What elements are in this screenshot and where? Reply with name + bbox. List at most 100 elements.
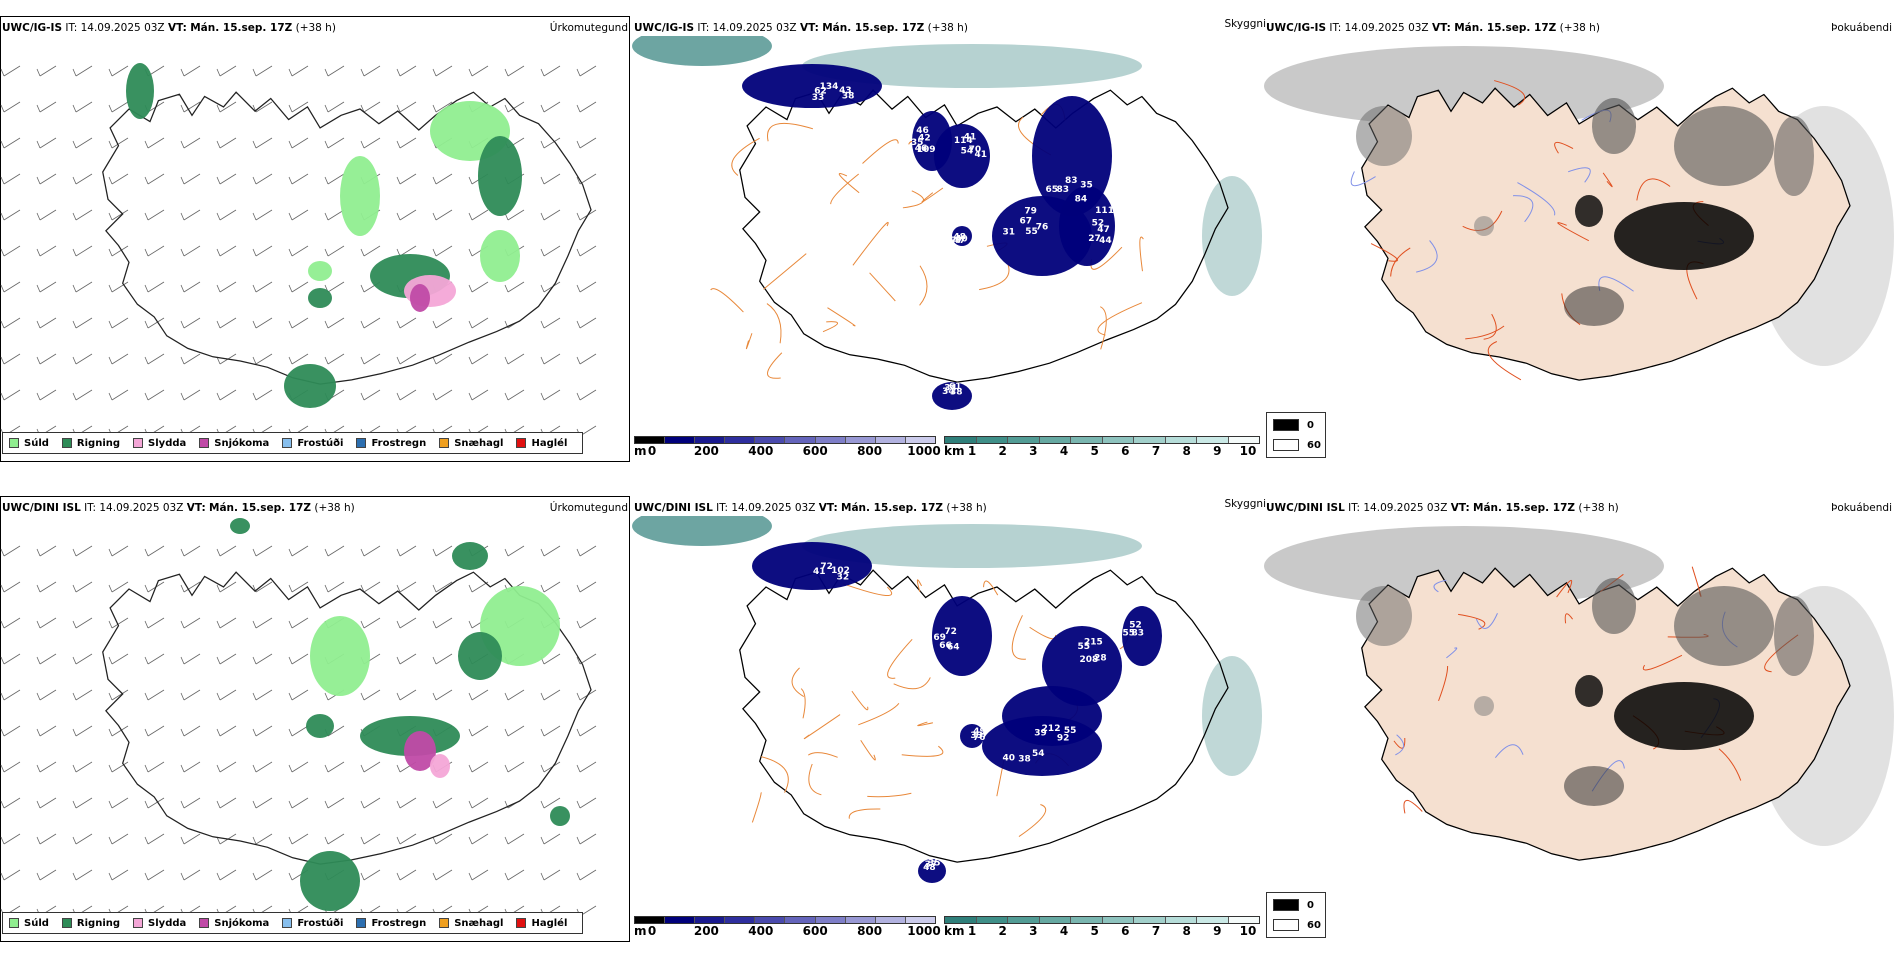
cloud-base-label: 114 <box>954 136 973 146</box>
lead-time: (+38 h) <box>1559 22 1600 34</box>
fog-area <box>1592 98 1636 154</box>
wind-barb <box>144 173 165 185</box>
cloud-base-label: 38 <box>1018 754 1031 764</box>
fog-map <box>1264 526 1894 861</box>
visibility-area <box>802 44 1142 88</box>
wind-barb <box>180 581 201 593</box>
panel-header: UWC/IG-IS IT: 14.09.2025 03Z VT: Mán. 15… <box>634 22 968 34</box>
wind-barb <box>468 65 489 77</box>
precip-area <box>340 156 380 236</box>
road-line <box>848 808 881 819</box>
wind-barb <box>432 689 453 701</box>
fog-area <box>1674 106 1774 186</box>
wind-barb <box>108 209 129 221</box>
wind-barb <box>432 209 453 221</box>
fog-legend-dark: 0 <box>1307 419 1314 431</box>
map-frame <box>0 496 630 942</box>
wind-barb <box>252 761 273 773</box>
colorbar-tick-label: 3 <box>1029 924 1038 938</box>
wind-barb <box>252 617 273 629</box>
colorbar-tick-label: 200 <box>693 924 719 938</box>
colorbar-tick-label: 400 <box>748 444 774 458</box>
road-line <box>1370 243 1399 262</box>
road-line <box>869 272 896 302</box>
cloud-base-label: 92 <box>1057 733 1070 743</box>
wind-barb <box>540 581 561 593</box>
colorbar-tick-label: 4 <box>1059 444 1069 458</box>
precip-area <box>458 632 502 680</box>
panel-header: UWC/DINI ISL IT: 14.09.2025 03Z VT: Mán.… <box>1266 502 1619 514</box>
cloud-base-label: 39 <box>1034 729 1047 739</box>
colorbar-bin <box>845 917 876 923</box>
wind-barb <box>432 797 453 809</box>
precip-map-layer <box>0 63 597 437</box>
precip-legend-label: Frostúði <box>297 437 344 449</box>
model-name: UWC/IG-IS <box>1266 22 1327 34</box>
wind-barb <box>468 833 489 845</box>
road-line <box>917 721 934 727</box>
wind-barb <box>432 353 453 365</box>
precip-type-panel: UWC/IG-IS IT: 14.09.2025 03Z VT: Mán. 15… <box>0 14 632 484</box>
wind-barb <box>0 65 21 77</box>
fog-map-layer <box>1264 46 1894 381</box>
precip-legend-swatch <box>516 918 527 928</box>
vt-label: VT: <box>186 502 206 514</box>
wind-barb <box>576 137 597 149</box>
wind-barb <box>396 209 417 221</box>
cloud-base-label: 33 <box>970 731 983 741</box>
panel-title: Þokuábendi <box>1831 22 1892 34</box>
cloud-base-label: 41 <box>813 567 826 577</box>
wind-barb <box>540 65 561 77</box>
fog-area <box>1474 216 1494 236</box>
wind-barb <box>108 869 129 881</box>
road-line <box>838 172 860 194</box>
wind-barb <box>180 617 201 629</box>
road-line <box>919 265 928 306</box>
cloud-base-label: 65 <box>1046 185 1059 195</box>
cloud-base-label: 40 <box>1003 754 1016 764</box>
cloud-ceiling-area <box>1042 626 1122 706</box>
fog-legend-light: 60 <box>1307 439 1321 451</box>
wind-barb <box>540 725 561 737</box>
wind-barb <box>324 173 345 185</box>
river-line <box>1494 744 1524 758</box>
wind-barb <box>396 617 417 629</box>
cloud-ceiling-area <box>932 596 992 676</box>
wind-barb <box>108 653 129 665</box>
road-line <box>1602 172 1613 188</box>
precip-legend-label: Snjókoma <box>214 917 270 929</box>
cloud-base-label: 47 <box>953 236 966 246</box>
iceland-outline <box>739 89 1229 383</box>
colorbar-tick-label: 3 <box>1029 444 1038 458</box>
precip-area <box>410 284 430 312</box>
wind-barb <box>72 653 93 665</box>
wind-barb <box>288 689 309 701</box>
road-line <box>1029 626 1057 640</box>
map-frame <box>0 16 630 462</box>
colorbar-bin <box>725 437 756 443</box>
wind-barb <box>432 65 453 77</box>
wind-barb <box>288 617 309 629</box>
wind-barb <box>180 653 201 665</box>
wind-barb <box>0 833 21 845</box>
wind-barb <box>360 581 381 593</box>
panel-title: Þokuábendi <box>1831 502 1892 514</box>
colorbar-bin <box>1102 437 1134 443</box>
wind-barb <box>468 209 489 221</box>
precip-legend-swatch <box>61 438 72 448</box>
wind-barb <box>324 65 345 77</box>
wind-barb <box>432 245 453 257</box>
colorbar-bin <box>695 437 726 443</box>
fog-legend-dark-swatch <box>1273 899 1299 911</box>
cloud-base-label: 215 <box>1084 638 1103 648</box>
colorbar-bin <box>1039 437 1071 443</box>
it-label: IT: <box>84 502 97 514</box>
wind-barb <box>360 545 381 557</box>
wind-barb <box>72 245 93 257</box>
wind-barb <box>36 761 57 773</box>
colorbar-bin <box>635 917 666 923</box>
colorbar-tick-label: 800 <box>857 444 883 458</box>
wind-barb <box>540 209 561 221</box>
fog-area <box>1564 286 1624 326</box>
wind-barb <box>576 101 597 113</box>
